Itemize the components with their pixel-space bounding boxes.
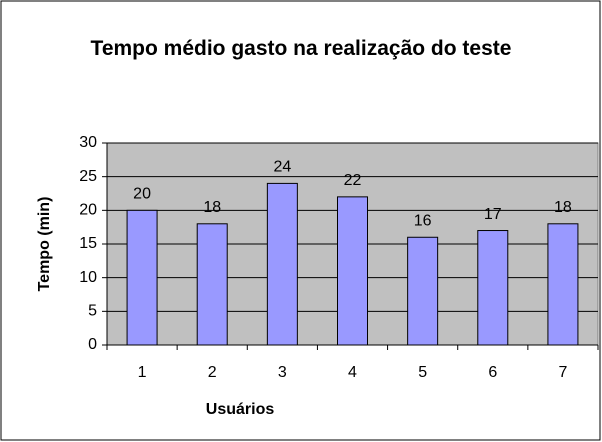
data-label: 22 — [344, 172, 362, 189]
y-axis-title: Tempo (min) — [36, 197, 53, 292]
y-tick-label: 0 — [88, 336, 97, 353]
y-tick-label: 20 — [79, 202, 97, 219]
data-label: 24 — [273, 159, 291, 176]
bar — [407, 236, 439, 346]
x-tick-label: 7 — [558, 364, 567, 381]
data-label: 18 — [203, 199, 221, 216]
x-tick-label: 5 — [418, 364, 427, 381]
bar — [547, 223, 579, 346]
bar — [337, 196, 368, 346]
y-tick-label: 15 — [79, 235, 97, 252]
x-tick-label: 1 — [138, 364, 147, 381]
x-tick-label: 3 — [278, 364, 287, 381]
x-tick-label: 6 — [488, 364, 497, 381]
y-tick-label: 10 — [79, 269, 97, 286]
x-axis-title: Usuários — [206, 401, 275, 418]
data-label: 16 — [414, 212, 432, 229]
y-tick-label: 25 — [79, 168, 97, 185]
bar — [196, 223, 228, 346]
data-label: 20 — [133, 186, 151, 203]
bar — [126, 209, 158, 346]
chart-title: Tempo médio gasto na realização do teste — [90, 37, 512, 60]
data-label: 18 — [554, 199, 572, 216]
bar — [266, 182, 298, 346]
bar — [477, 230, 509, 346]
data-label: 17 — [484, 206, 502, 223]
x-tick-label: 2 — [208, 364, 217, 381]
y-tick-label: 30 — [79, 134, 97, 151]
x-tick-label: 4 — [348, 364, 357, 381]
y-tick-label: 5 — [88, 303, 97, 320]
